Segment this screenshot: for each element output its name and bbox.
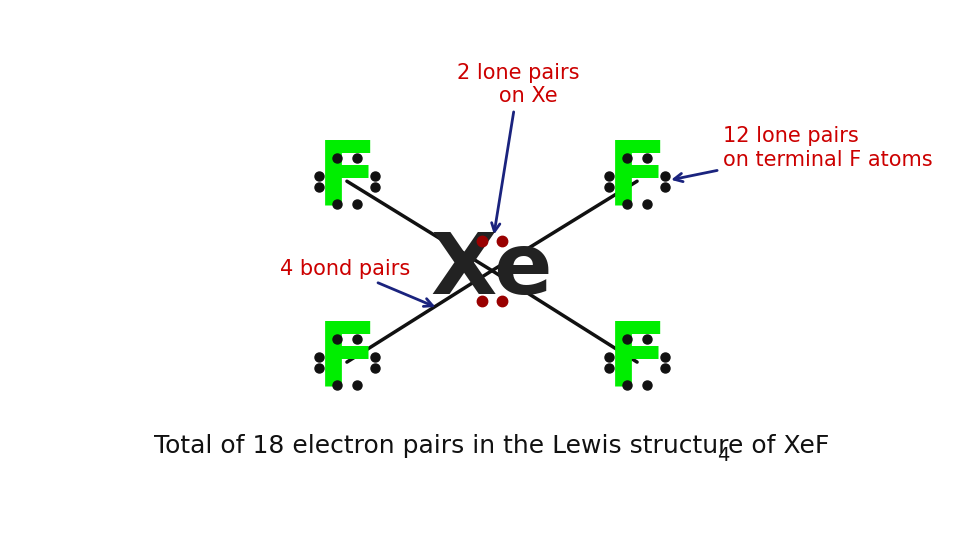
Text: Xe: Xe bbox=[431, 229, 553, 312]
Text: 4 bond pairs: 4 bond pairs bbox=[280, 259, 433, 306]
Text: F: F bbox=[607, 138, 667, 225]
Text: 2 lone pairs
   on Xe: 2 lone pairs on Xe bbox=[457, 63, 579, 232]
Text: F: F bbox=[317, 319, 377, 406]
Text: Total of 18 electron pairs in the Lewis structure of XeF: Total of 18 electron pairs in the Lewis … bbox=[155, 434, 829, 458]
Text: F: F bbox=[607, 319, 667, 406]
Text: 4: 4 bbox=[717, 446, 730, 465]
Text: F: F bbox=[317, 138, 377, 225]
Text: 12 lone pairs
on terminal F atoms: 12 lone pairs on terminal F atoms bbox=[674, 126, 932, 181]
